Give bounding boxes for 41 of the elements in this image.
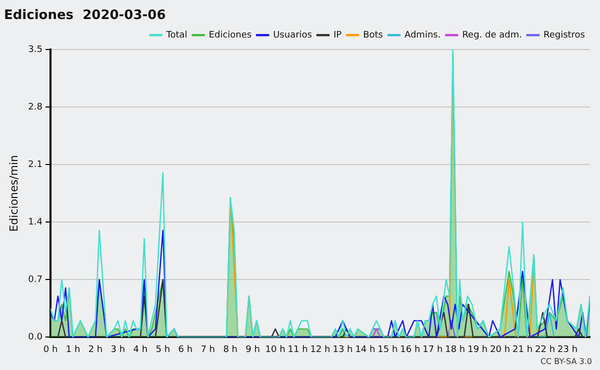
- y-tick-label: 2.8: [28, 102, 43, 112]
- x-tick-label: 15 h: [378, 344, 398, 355]
- x-tick-label: 13 h: [332, 344, 353, 355]
- x-tick-label: 5 h: [156, 344, 170, 355]
- x-tick-label: 4 h: [133, 344, 148, 355]
- x-tick-label: 2 h: [88, 344, 103, 355]
- x-tick-label: 7 h: [200, 344, 216, 355]
- x-tick-label: 9 h: [246, 344, 260, 355]
- legend-label: Total: [165, 30, 188, 40]
- x-tick-label: 14 h: [355, 344, 376, 355]
- x-tick-label: 20 h: [490, 344, 510, 355]
- x-tick-label: 8 h: [223, 344, 238, 355]
- x-tick-label: 3 h: [110, 344, 126, 355]
- legend-label: Usuarios: [273, 30, 312, 40]
- x-tick-label: 22 h: [535, 344, 556, 355]
- legend-label: IP: [333, 30, 342, 40]
- legend-label: Bots: [363, 30, 384, 40]
- y-tick-label: 2.1: [28, 160, 43, 170]
- y-tick-label: 1.4: [28, 218, 43, 228]
- x-tick-label: 6 h: [178, 344, 193, 355]
- x-tick-label: 17 h: [422, 344, 443, 355]
- y-tick-label: 0.0: [28, 332, 43, 343]
- x-tick-label: 12 h: [310, 344, 330, 355]
- x-tick-label: 18 h: [445, 344, 466, 355]
- legend-label: Ediciones: [208, 30, 252, 40]
- x-tick-label: 10 h: [265, 344, 286, 355]
- x-tick-label: 16 h: [400, 344, 420, 355]
- y-tick-label: 3.5: [28, 44, 43, 55]
- text: CC BY-SA 3.0: [540, 357, 592, 366]
- x-tick-label: 0 h: [43, 344, 58, 355]
- y-axis-title: Ediciones/min: [7, 155, 20, 232]
- legend-label: Registros: [543, 30, 586, 40]
- x-tick-label: 19 h: [468, 344, 488, 355]
- x-tick-label: 21 h: [512, 344, 533, 355]
- y-tick-label: 0.7: [28, 275, 43, 286]
- chart-title: Ediciones 2020-03-06: [4, 8, 166, 24]
- x-tick-label: 23 h: [558, 344, 578, 355]
- x-tick-label: 11 h: [288, 344, 308, 355]
- legend-label: Admins.: [404, 30, 441, 40]
- legend-label: Reg. de adm.: [462, 30, 522, 40]
- x-tick-label: 1 h: [66, 344, 80, 355]
